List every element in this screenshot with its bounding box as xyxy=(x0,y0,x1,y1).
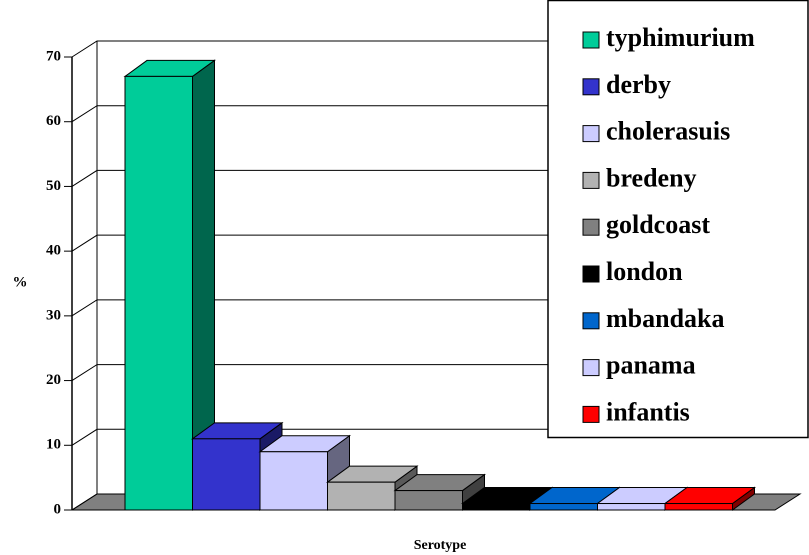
legend-swatch xyxy=(582,31,600,49)
y-tick-label: 0 xyxy=(54,501,62,517)
y-tick-label: 50 xyxy=(46,178,61,194)
legend-label: typhimurium xyxy=(606,23,755,52)
legend-label: mbandaka xyxy=(606,304,725,333)
x-axis-label: Serotype xyxy=(414,538,467,553)
y-tick-label: 30 xyxy=(46,307,61,323)
legend-swatch xyxy=(582,312,600,330)
bar-front xyxy=(394,490,463,511)
legend-swatch xyxy=(582,125,600,143)
legend-label: infantis xyxy=(606,397,690,426)
legend-swatch xyxy=(582,218,600,236)
bar-front xyxy=(664,503,733,511)
bar-front xyxy=(192,438,261,511)
bar-front xyxy=(597,503,666,511)
legend-swatch xyxy=(582,78,600,96)
y-tick-label: 40 xyxy=(46,243,61,259)
bar xyxy=(123,59,217,511)
y-tick-label: 10 xyxy=(46,437,61,453)
legend-swatch xyxy=(582,265,600,283)
legend-label: panama xyxy=(606,351,696,380)
legend-label: bredeny xyxy=(606,163,697,192)
y-tick-label: 60 xyxy=(46,113,61,129)
bar-front xyxy=(529,503,598,511)
bar-front xyxy=(124,75,193,511)
legend-label: derby xyxy=(606,70,671,99)
bar-front xyxy=(259,451,328,511)
legend-swatch xyxy=(582,359,600,377)
legend-label: goldcoast xyxy=(606,210,710,239)
y-tick-label: 70 xyxy=(46,48,61,64)
legend-swatch xyxy=(582,405,600,423)
bar xyxy=(663,486,757,511)
y-axis-label: % xyxy=(13,274,28,290)
bar-front xyxy=(462,503,531,511)
legend-label: cholerasuis xyxy=(606,117,730,146)
bar-front xyxy=(327,481,396,511)
y-tick-label: 20 xyxy=(46,372,61,388)
legend-label: london xyxy=(606,257,683,286)
legend-swatch xyxy=(582,171,600,189)
